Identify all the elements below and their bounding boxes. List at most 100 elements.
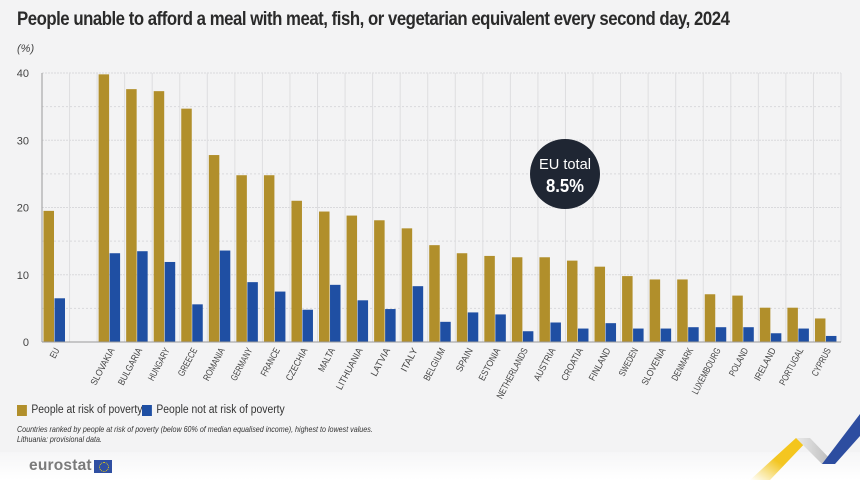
x-tick-label: POLAND <box>727 346 751 378</box>
bar-at-risk-estonia <box>484 255 495 342</box>
bar-at-risk-ireland <box>759 307 771 342</box>
bar-not-at-risk-austria <box>550 322 561 342</box>
bar-not-at-risk-belgium <box>440 321 451 342</box>
x-tick-label: BULGARIA <box>116 346 145 388</box>
bar-at-risk-eu <box>43 210 54 342</box>
x-tick-label: LATVIA <box>369 346 393 379</box>
x-tick-label: GERMANY <box>229 346 256 383</box>
bar-not-at-risk-denmark <box>688 327 699 342</box>
bar-not-at-risk-italy <box>412 286 424 342</box>
bar-not-at-risk-poland <box>743 327 754 342</box>
bar-not-at-risk-croatia <box>577 328 589 342</box>
x-tick-label: ITALY <box>399 346 421 374</box>
bar-not-at-risk-france <box>274 291 286 342</box>
x-tick-label: CROATIA <box>559 346 586 383</box>
x-tick-label: SLOVENIA <box>640 346 669 388</box>
bar-at-risk-luxembourg <box>704 294 716 342</box>
bar-at-risk-belgium <box>429 245 440 342</box>
legend-item-at-risk: People at risk of poverty <box>17 404 142 416</box>
eu-total-annotation: EU total 8.5% <box>530 139 600 209</box>
bar-not-at-risk-slovakia <box>109 253 121 342</box>
bar-at-risk-italy <box>401 228 413 342</box>
legend: People at risk of poverty People not at … <box>17 404 301 416</box>
x-tick-label: PORTUGAL <box>777 346 806 387</box>
bar-at-risk-sweden <box>622 276 633 342</box>
bar-at-risk-france <box>263 175 275 342</box>
bar-not-at-risk-romania <box>219 250 231 342</box>
bar-not-at-risk-slovenia <box>660 328 672 342</box>
legend-label-not-at-risk: People not at risk of poverty <box>156 404 286 416</box>
bar-not-at-risk-latvia <box>385 309 396 342</box>
bar-not-at-risk-bulgaria <box>137 251 148 342</box>
y-tick-label: 30 <box>17 135 29 147</box>
bars <box>43 74 837 342</box>
decorative-ribbon-icon <box>750 414 860 480</box>
y-tick-label: 20 <box>17 203 29 215</box>
x-tick-label: FINLAND <box>587 346 614 383</box>
bar-not-at-risk-greece <box>192 304 203 342</box>
legend-label-at-risk: People at risk of poverty <box>31 404 143 416</box>
bar-not-at-risk-germany <box>247 282 258 342</box>
x-tick-label: SWEDEN <box>617 346 641 378</box>
bar-not-at-risk-estonia <box>495 314 506 342</box>
x-tick-label: SPAIN <box>454 346 476 374</box>
x-axis-labels: EU SLOVAKIABULGARIAHUNGARYGREECEROMANIAGE… <box>48 346 834 401</box>
chart-title: People unable to afford a meal with meat… <box>17 8 730 30</box>
bar-not-at-risk-finland <box>605 323 617 342</box>
x-tick-label: ESTONIA <box>477 346 504 383</box>
footer <box>0 452 860 480</box>
bar-not-at-risk-portugal <box>798 328 809 342</box>
x-tick-label: BELGIUM <box>422 346 449 383</box>
bar-not-at-risk-lithuania <box>357 300 369 342</box>
y-tick-label: 0 <box>23 337 29 349</box>
bar-not-at-risk-sweden <box>633 328 644 342</box>
bar-not-at-risk-luxembourg <box>715 327 727 342</box>
bar-at-risk-portugal <box>787 307 798 342</box>
footnote-lithuania: Lithuania: provisional data. <box>17 433 102 444</box>
logo-text: eurostat <box>29 457 92 474</box>
eu-total-circle <box>530 139 600 209</box>
y-tick-label: 40 <box>17 68 29 80</box>
x-tick-label: LUXEMBOURG <box>690 346 724 396</box>
x-tick-label: AUSTRIA <box>532 346 559 383</box>
bar-not-at-risk-ireland <box>770 333 782 342</box>
eurostat-logo: eurostat <box>29 457 112 475</box>
x-tick-label: DENMARK <box>670 346 697 383</box>
x-tick-label: HUNGARY <box>146 346 173 383</box>
x-tick-label: FRANCE <box>259 346 283 378</box>
bar-at-risk-germany <box>236 175 247 342</box>
legend-item-not-at-risk: People not at risk of poverty <box>142 404 285 416</box>
bar-at-risk-malta <box>319 211 330 342</box>
bar-at-risk-hungary <box>153 91 165 342</box>
x-tick-label: GREECE <box>176 346 200 378</box>
x-tick-label: ROMANIA <box>201 346 228 383</box>
grid <box>42 72 842 342</box>
bar-at-risk-cyprus <box>814 318 826 342</box>
x-tick-label: EU <box>48 346 63 360</box>
unit-label: (%) <box>17 43 35 55</box>
bar-not-at-risk-spain <box>467 312 479 342</box>
bar-at-risk-netherlands <box>511 257 523 342</box>
bar-not-at-risk-hungary <box>164 261 176 342</box>
x-tick-label: IRELAND <box>752 346 779 383</box>
x-tick-label: LITHUANIA <box>334 346 366 392</box>
eu-total-value: 8.5% <box>546 176 584 196</box>
footnotes: Countries ranked by people at risk of po… <box>17 424 373 444</box>
bar-at-risk-spain <box>456 253 468 342</box>
bar-at-risk-greece <box>181 108 192 342</box>
eu-flag-icon <box>93 459 112 473</box>
bar-at-risk-lithuania <box>346 215 358 342</box>
bar-at-risk-slovakia <box>98 74 110 342</box>
eu-total-label: EU total <box>539 156 591 173</box>
x-tick-label: CYPRUS <box>810 346 834 378</box>
bar-at-risk-czechia <box>291 200 302 342</box>
bar-not-at-risk-czechia <box>302 309 313 342</box>
y-tick-label: 10 <box>17 270 29 282</box>
x-tick-label: MALTA <box>316 346 338 374</box>
bar-not-at-risk-netherlands <box>522 331 534 342</box>
bar-at-risk-finland <box>594 266 606 342</box>
x-tick-label: CZECHIA <box>284 346 311 383</box>
bar-at-risk-latvia <box>374 220 385 342</box>
bar-at-risk-croatia <box>566 260 578 342</box>
legend-swatch-at-risk <box>17 404 27 416</box>
